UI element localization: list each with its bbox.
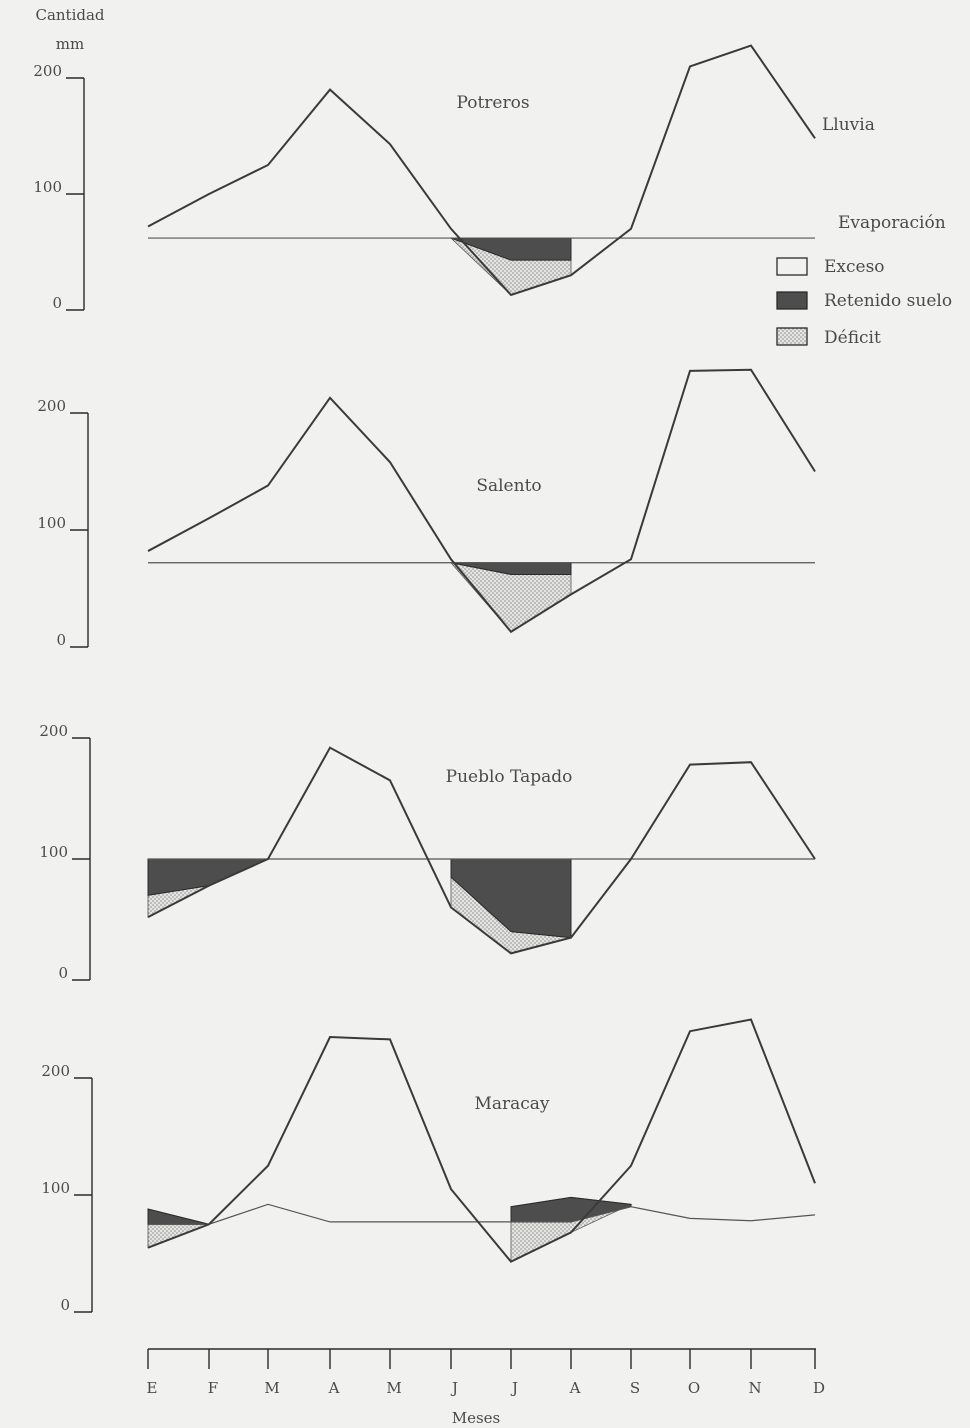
y-axis-title-line1: Cantidad [35,6,104,24]
y-tick-label: 200 [41,1062,70,1080]
x-tick-label: A [569,1379,581,1397]
y-tick-label: 200 [39,722,68,740]
x-tick-label: A [328,1379,340,1397]
panel-2: 200 100 0 Pueblo Tapado [39,722,816,982]
retained-polygon [147,1208,210,1225]
y-tick-label: 200 [37,397,66,415]
legend: Lluvia Evaporación Exceso Retenido suelo… [776,115,952,348]
panel-title: Potreros [456,93,529,113]
x-tick-label: E [147,1379,158,1397]
panel-title: Salento [476,476,541,496]
rain-line [147,1018,816,1263]
panel-1: 200 100 0 Salento [37,368,816,649]
x-tick-label: O [688,1379,700,1397]
y-tick-label: 0 [52,294,62,312]
retained-area [147,1196,632,1225]
evaporation-line [148,1203,816,1225]
legend-retenido-label: Retenido suelo [824,291,952,311]
y-tick-label: 200 [33,62,62,80]
x-tick-label: D [813,1379,825,1397]
legend-retenido-swatch [776,291,808,310]
x-tick-label: M [386,1379,401,1397]
x-axis-title: Meses [452,1409,501,1427]
panel-0: 200 100 0 Potreros [33,44,816,312]
y-tick-label: 0 [58,964,68,982]
y-tick-label: 0 [60,1296,70,1314]
rain-line [147,44,816,297]
x-tick-label: J [510,1379,518,1397]
rain-line [147,746,816,955]
retained-polygon [147,858,269,896]
y-tick-label: 100 [41,1179,70,1197]
y-tick-label: 100 [39,843,68,861]
y-tick-label: 100 [33,178,62,196]
legend-exceso-swatch [776,257,808,276]
panel-3: 200 100 0 Maracay [41,1018,816,1314]
panels: 200 100 0 Potreros 200 100 0 Salento 200 100 0 Pueb… [33,44,816,1314]
x-tick-label: M [264,1379,279,1397]
retained-polygon [510,1196,632,1223]
x-tick-label: J [450,1379,458,1397]
y-tick-label: 0 [56,631,66,649]
retained-area [147,858,572,939]
x-tick-label: S [630,1379,640,1397]
legend-deficit-label: Déficit [824,328,881,348]
x-tick-label: F [208,1379,218,1397]
x-tick-label: N [748,1379,761,1397]
panel-title: Pueblo Tapado [446,767,573,787]
legend-lluvia-label: Lluvia [822,115,875,135]
y-tick-label: 100 [37,514,66,532]
legend-exceso-label: Exceso [824,257,885,277]
legend-deficit-swatch [776,327,808,346]
legend-evaporacion-label: Evaporación [838,213,946,233]
y-axis-title-line2: mm [56,35,84,53]
rain-line [147,368,816,634]
panel-title: Maracay [474,1094,549,1114]
